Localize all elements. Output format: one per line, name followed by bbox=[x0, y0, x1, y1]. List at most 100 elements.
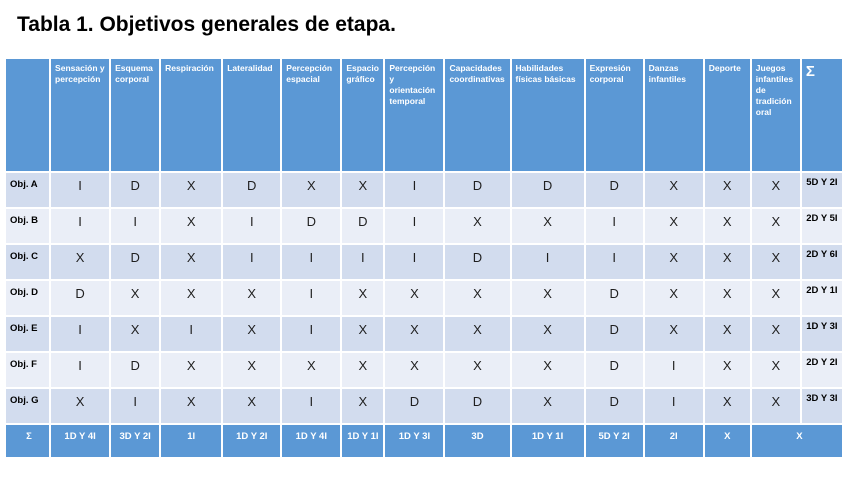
matrix-cell: I bbox=[585, 209, 643, 243]
matrix-cell: D bbox=[223, 173, 281, 207]
matrix-cell: X bbox=[385, 317, 444, 351]
matrix-cell: D bbox=[585, 173, 643, 207]
matrix-cell: I bbox=[223, 245, 281, 279]
column-header-cell: Danzas infantiles bbox=[644, 59, 703, 171]
page-title: Tabla 1. Objetivos generales de etapa. bbox=[17, 13, 396, 36]
matrix-cell: X bbox=[282, 173, 341, 207]
summary-total-cell: 5D Y 2I bbox=[585, 425, 643, 457]
matrix-cell: D bbox=[111, 353, 160, 387]
matrix-cell: X bbox=[385, 353, 444, 387]
matrix-cell: X bbox=[223, 281, 281, 315]
matrix-cell: D bbox=[111, 245, 160, 279]
matrix-cell: X bbox=[161, 245, 222, 279]
summary-sigma-label: Σ bbox=[6, 425, 50, 457]
summary-total-cell: 3D bbox=[445, 425, 510, 457]
summary-total-cell: 1D Y 2I bbox=[223, 425, 281, 457]
matrix-cell: I bbox=[51, 173, 110, 207]
table-row: Obj. D D X X X I X X X X D X X X 2D Y 1I bbox=[6, 281, 842, 315]
row-label: Obj. A bbox=[6, 173, 50, 207]
matrix-cell: I bbox=[51, 209, 110, 243]
matrix-cell: I bbox=[111, 389, 160, 423]
matrix-cell: I bbox=[511, 245, 584, 279]
summary-total-cell: 1D Y 4I bbox=[282, 425, 341, 457]
matrix-cell: D bbox=[445, 245, 510, 279]
row-total-cell: 2D Y 6I bbox=[801, 245, 842, 279]
matrix-cell: D bbox=[585, 281, 643, 315]
matrix-cell: D bbox=[282, 209, 341, 243]
matrix-cell: I bbox=[585, 245, 643, 279]
matrix-cell: I bbox=[282, 281, 341, 315]
matrix-cell: X bbox=[511, 317, 584, 351]
matrix-cell: X bbox=[223, 317, 281, 351]
table-head: Sensación y percepción Esquema corporal Re… bbox=[6, 59, 842, 171]
matrix-cell: D bbox=[585, 317, 643, 351]
matrix-cell: X bbox=[511, 209, 584, 243]
matrix-cell: X bbox=[644, 245, 703, 279]
matrix-cell: X bbox=[511, 353, 584, 387]
matrix-cell: D bbox=[342, 209, 384, 243]
matrix-cell: X bbox=[282, 353, 341, 387]
matrix-cell: X bbox=[644, 173, 703, 207]
summary-total-cell: 1D Y 3I bbox=[385, 425, 444, 457]
summary-row: Σ 1D Y 4I 3D Y 2I 1I 1D Y 2I 1D Y 4I 1D Y 1I 1D… bbox=[6, 425, 842, 457]
row-total-cell: 2D Y 1I bbox=[801, 281, 842, 315]
column-header-cell: Juegos infantiles de tradición oral bbox=[751, 59, 800, 171]
matrix-cell: X bbox=[161, 209, 222, 243]
matrix-cell: I bbox=[342, 245, 384, 279]
matrix-cell: X bbox=[704, 353, 750, 387]
table-row: Obj. E I X I X I X X X X D X X X 1D Y 3I bbox=[6, 317, 842, 351]
column-header-cell: Habilidades físicas básicas bbox=[511, 59, 584, 171]
matrix-cell: I bbox=[282, 317, 341, 351]
matrix-cell: D bbox=[585, 389, 643, 423]
matrix-cell: I bbox=[282, 389, 341, 423]
matrix-cell: I bbox=[51, 353, 110, 387]
summary-merged-cell: X bbox=[751, 425, 842, 457]
matrix-cell: X bbox=[445, 209, 510, 243]
matrix-cell: X bbox=[111, 317, 160, 351]
matrix-cell: X bbox=[704, 209, 750, 243]
table-row: Obj. F I D X X X X X X X D I X X 2D Y 2I bbox=[6, 353, 842, 387]
row-label: Obj. E bbox=[6, 317, 50, 351]
matrix-cell: X bbox=[445, 353, 510, 387]
matrix-cell: X bbox=[704, 389, 750, 423]
matrix-cell: X bbox=[51, 389, 110, 423]
row-label: Obj. C bbox=[6, 245, 50, 279]
matrix-cell: X bbox=[751, 317, 800, 351]
matrix-cell: X bbox=[385, 281, 444, 315]
matrix-cell: I bbox=[385, 209, 444, 243]
column-header-cell: Espacio gráfico bbox=[342, 59, 384, 171]
column-header-cell: Capacidades coordinativas bbox=[445, 59, 510, 171]
matrix-cell: D bbox=[445, 389, 510, 423]
summary-total-cell: 1D Y 1I bbox=[342, 425, 384, 457]
table-row: Obj. C X D X I I I I D I I X X X 2D Y 6I bbox=[6, 245, 842, 279]
table-row: Obj. G X I X X I X D D X D I X X 3D Y 3I bbox=[6, 389, 842, 423]
row-label: Obj. G bbox=[6, 389, 50, 423]
matrix-cell: X bbox=[161, 173, 222, 207]
column-header-cell: Sensación y percepción bbox=[51, 59, 110, 171]
matrix-cell: I bbox=[644, 353, 703, 387]
matrix-cell: X bbox=[644, 209, 703, 243]
row-label: Obj. B bbox=[6, 209, 50, 243]
matrix-cell: X bbox=[511, 281, 584, 315]
column-header-cell: Respiración bbox=[161, 59, 222, 171]
matrix-cell: D bbox=[445, 173, 510, 207]
matrix-cell: X bbox=[342, 173, 384, 207]
matrix-cell: X bbox=[751, 281, 800, 315]
matrix-cell: X bbox=[223, 389, 281, 423]
matrix-cell: X bbox=[342, 317, 384, 351]
matrix-cell: D bbox=[511, 173, 584, 207]
table-row: Obj. A I D X D X X I D D D X X X 5D Y 2I bbox=[6, 173, 842, 207]
summary-total-cell: 2I bbox=[644, 425, 703, 457]
matrix-cell: X bbox=[223, 353, 281, 387]
matrix-cell: X bbox=[161, 353, 222, 387]
matrix-cell: X bbox=[751, 209, 800, 243]
summary-total-cell: 1D Y 4I bbox=[51, 425, 110, 457]
matrix-cell: D bbox=[385, 389, 444, 423]
column-header-cell: Percepción espacial bbox=[282, 59, 341, 171]
row-label: Obj. D bbox=[6, 281, 50, 315]
matrix-cell: X bbox=[111, 281, 160, 315]
matrix-cell: I bbox=[282, 245, 341, 279]
matrix-cell: D bbox=[585, 353, 643, 387]
